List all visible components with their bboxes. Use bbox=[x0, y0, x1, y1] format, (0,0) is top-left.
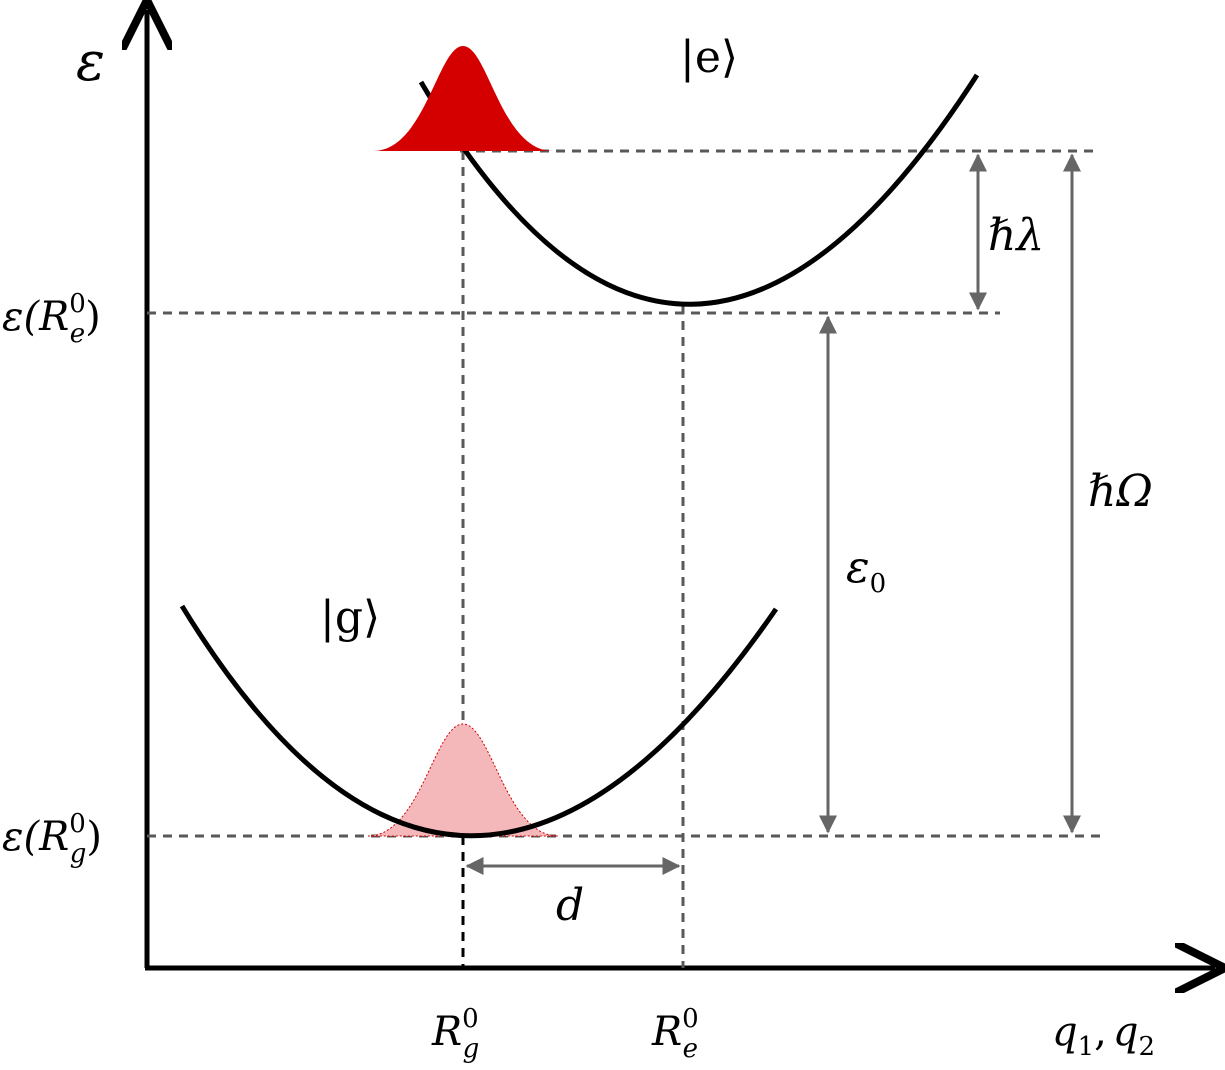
x-axis-label: q1, q2 bbox=[1052, 1009, 1155, 1062]
excited-state-potential-curve bbox=[418, 73, 980, 307]
d-label: d bbox=[556, 880, 584, 931]
eps0-label: ε0 bbox=[846, 542, 886, 599]
eps-Re-label: ε(R0 e) bbox=[2, 289, 101, 349]
Rg-tick-label: R0 g bbox=[431, 1004, 479, 1064]
Re-tick-label: R0 e bbox=[651, 1004, 699, 1064]
excited-wavepacket bbox=[373, 46, 553, 151]
ground-state-label: |g⟩ bbox=[320, 592, 380, 643]
ground-wavepacket bbox=[367, 723, 559, 837]
excited-state-label: |e⟩ bbox=[680, 32, 738, 83]
dashed-guides bbox=[147, 149, 1100, 968]
hbar-omega-label: ℏΩ bbox=[1088, 466, 1153, 517]
y-axis-label: ε bbox=[76, 30, 105, 93]
eps-Rg-label: ε(R0 g) bbox=[2, 809, 102, 869]
hbar-lambda-label: ℏλ bbox=[988, 210, 1044, 261]
energy-arrows bbox=[465, 153, 1081, 875]
ground-state-potential-curve bbox=[179, 604, 779, 839]
